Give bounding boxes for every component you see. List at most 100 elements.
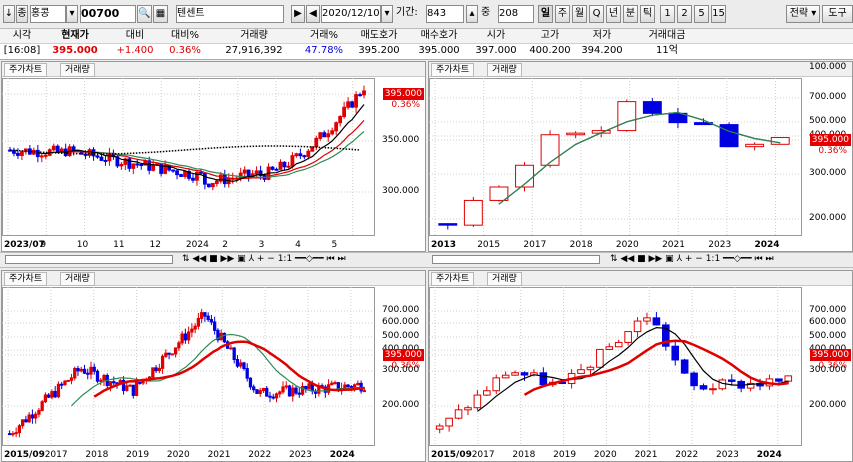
quote-header-10: 저가	[592, 30, 612, 41]
quote-value-7: 395.000	[418, 45, 460, 56]
candle-body	[193, 325, 197, 330]
candle-body	[175, 170, 179, 176]
moving-average-line	[93, 340, 365, 398]
period-input[interactable]: 843	[426, 5, 464, 23]
play-prev-button[interactable]: ◀	[306, 5, 320, 23]
candle-body	[200, 312, 204, 319]
chevron-down-icon[interactable]: ▾	[66, 5, 78, 23]
quote-header-2: 대비	[125, 30, 145, 41]
candle-body	[286, 165, 291, 168]
candle-body	[43, 394, 48, 403]
candle-body	[483, 390, 491, 396]
candle-body	[173, 347, 178, 355]
candle-body	[229, 347, 233, 350]
candle-body	[30, 414, 35, 419]
interval-button-1[interactable]: 주	[555, 5, 570, 23]
candle-body	[271, 396, 275, 399]
candle-body	[307, 383, 311, 390]
chart-pane-top-left[interactable]: 주가차트 거래량 350.000 300.000 395.000 0.36% 2023/07…	[1, 61, 426, 252]
axis-tick-label: 300.000	[382, 186, 420, 196]
candle-body	[37, 409, 41, 415]
tab-price-chart[interactable]: 주가차트	[4, 63, 48, 77]
interval-button-9[interactable]: 5	[694, 5, 709, 23]
candle-body	[40, 401, 44, 411]
x-axis-label: 2019	[126, 450, 150, 460]
toolbar: ↓ 종 홍콩 ▾ 00700 🔍 ▦ 텐센트 ▶ ◀ 2020/12/10 ▾ …	[0, 0, 853, 29]
tab-volume[interactable]: 거래량	[487, 63, 522, 77]
interval-button-8[interactable]: 2	[677, 5, 692, 23]
market-select[interactable]: 홍콩	[30, 5, 66, 23]
candle-body	[709, 388, 717, 391]
chart-pane-bottom-right[interactable]: 주가차트거래량700.000600.000500.000400.000300.0…	[428, 270, 853, 462]
count-input[interactable]: 208	[498, 5, 534, 23]
candle-body	[147, 160, 152, 171]
candle-body	[47, 394, 51, 398]
period-stepper-icon[interactable]: ▴	[466, 5, 478, 23]
candle-body	[82, 368, 87, 374]
candle-body	[171, 169, 175, 172]
quote-value-11: 11억	[656, 45, 678, 56]
axis-tick-label: 700.000	[382, 305, 420, 315]
interval-button-5[interactable]: 분	[623, 5, 638, 23]
tools-button[interactable]: 도구	[822, 5, 853, 23]
interval-button-10[interactable]: 15	[711, 5, 726, 23]
candle-body	[21, 419, 25, 427]
candle-body	[680, 359, 689, 374]
candle-body	[248, 377, 253, 388]
quote-value-2: +1.400	[116, 45, 154, 56]
candle-body	[282, 161, 287, 168]
x-axis-label: 2021	[207, 450, 231, 460]
quote-value-10: 394.200	[581, 45, 623, 56]
moving-average-line	[71, 333, 365, 407]
tab-volume[interactable]: 거래량	[60, 272, 95, 286]
axis-tick-label: 500.000	[809, 331, 847, 341]
strategy-button[interactable]: 전략 ▾	[786, 5, 820, 23]
candle-body	[727, 379, 736, 382]
tab-volume[interactable]: 거래량	[487, 272, 522, 286]
market-value: 홍콩	[31, 8, 50, 19]
market-flag-icon[interactable]: 종	[16, 5, 28, 23]
candle-body	[294, 153, 299, 157]
interval-button-0[interactable]: 일	[538, 5, 553, 23]
candle-body	[151, 367, 155, 378]
tab-price-chart[interactable]: 주가차트	[431, 63, 475, 77]
interval-button-3[interactable]: Q	[589, 5, 604, 23]
search-icon[interactable]: 🔍	[137, 5, 152, 23]
quote-header-0: 시각	[12, 30, 32, 41]
scrollbar-left[interactable]	[5, 255, 173, 264]
interval-button-6[interactable]: 틱	[640, 5, 655, 23]
candle-body	[668, 112, 688, 124]
calendar-dropdown-icon[interactable]: ▾	[381, 5, 393, 23]
tab-volume[interactable]: 거래량	[60, 63, 95, 77]
play-next-button[interactable]: ▶	[291, 5, 305, 23]
candle-body	[624, 331, 632, 343]
scrollbar-right[interactable]	[432, 255, 600, 264]
nav-controls-left[interactable]: ⇅ ◀◀ ■ ▶▶ ▣ ⅄ + − 1:1 ━━◇━━ ⏮ ⏭	[182, 254, 346, 264]
candle-body	[27, 414, 31, 423]
tab-price-chart[interactable]: 주가차트	[431, 272, 475, 286]
candle-body	[183, 170, 187, 177]
candle-body	[304, 385, 308, 390]
candle-body	[718, 379, 727, 390]
grid-icon[interactable]: ▦	[153, 5, 168, 23]
axis-tick-label: 300.000	[382, 365, 420, 375]
candle-body	[596, 348, 604, 368]
quote-header-1: 현재가	[61, 30, 89, 41]
tab-price-chart[interactable]: 주가차트	[4, 272, 48, 286]
x-axis-label: 2018	[569, 240, 593, 250]
candle-body	[261, 387, 266, 392]
code-input[interactable]: 00700	[80, 5, 136, 23]
quote-header-4: 거래량	[240, 30, 268, 41]
interval-button-4[interactable]: 년	[606, 5, 621, 23]
interval-button-7[interactable]: 1	[660, 5, 675, 23]
interval-button-2[interactable]: 월	[572, 5, 587, 23]
down-arrow-button[interactable]: ↓	[3, 5, 15, 23]
nav-controls-right[interactable]: ⇅ ◀◀ ■ ▶▶ ▣ ⅄ + − 1:1 ━━◇━━ ⏮ ⏭	[610, 254, 774, 264]
date-input[interactable]: 2020/12/10	[321, 5, 381, 23]
chart-pane-top-right[interactable]: 주가차트거래량700.000500.000400.000300.000200.0…	[428, 61, 853, 252]
x-axis-label: 2021	[662, 240, 685, 250]
candle-body	[99, 379, 103, 382]
chart-pane-bottom-left[interactable]: 주가차트거래량700.000600.000500.000400.000300.0…	[1, 270, 426, 462]
candle-body	[346, 101, 350, 108]
candle-body	[103, 159, 108, 162]
